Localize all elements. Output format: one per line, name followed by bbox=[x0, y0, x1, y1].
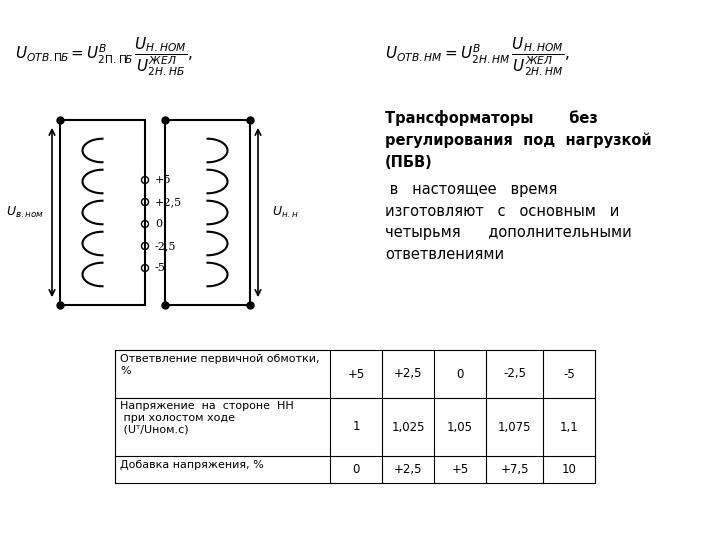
Text: $U_{OTB.НМ}=U^{B}_{2Н.НМ}\,\dfrac{U_{Н.НОМ}}{U^{ЖЕЛ}_{2Н.НМ}},$: $U_{OTB.НМ}=U^{B}_{2Н.НМ}\,\dfrac{U_{Н.Н… bbox=[385, 35, 570, 78]
Text: -2,5: -2,5 bbox=[503, 368, 526, 381]
Text: +2,5: +2,5 bbox=[155, 197, 182, 207]
Text: Добавка напряжения, %: Добавка напряжения, % bbox=[120, 460, 264, 470]
Text: $U_{в.ном}$: $U_{в.ном}$ bbox=[6, 205, 44, 220]
Text: +5: +5 bbox=[347, 368, 364, 381]
Text: +5: +5 bbox=[155, 175, 171, 185]
Text: 0: 0 bbox=[456, 368, 464, 381]
Text: 0: 0 bbox=[155, 219, 162, 229]
Text: 1,025: 1,025 bbox=[391, 421, 425, 434]
Text: 10: 10 bbox=[562, 463, 577, 476]
Text: -2,5: -2,5 bbox=[155, 241, 176, 251]
Text: +2,5: +2,5 bbox=[394, 463, 422, 476]
Text: $U_{н.н}$: $U_{н.н}$ bbox=[271, 205, 298, 220]
Text: -5: -5 bbox=[563, 368, 575, 381]
Text: 0: 0 bbox=[352, 463, 360, 476]
Text: в   настоящее   время
изготовляют   с   основным   и
четырьмя      дополнительны: в настоящее время изготовляют с основным… bbox=[385, 182, 631, 262]
Text: -5: -5 bbox=[155, 263, 166, 273]
Text: Ответвление первичной обмотки,
%: Ответвление первичной обмотки, % bbox=[120, 354, 320, 376]
Text: +2,5: +2,5 bbox=[394, 368, 422, 381]
Text: +5: +5 bbox=[451, 463, 469, 476]
Text: 1: 1 bbox=[352, 421, 360, 434]
Text: 1,075: 1,075 bbox=[498, 421, 531, 434]
Text: $U_{OTB.\Pi\!Б}=U^{B}_{2\Pi.\Pi\!Б}\,\dfrac{U_{Н.НОМ}}{U^{ЖЕЛ}_{2Н.НБ}},$: $U_{OTB.\Pi\!Б}=U^{B}_{2\Pi.\Pi\!Б}\,\df… bbox=[15, 35, 193, 78]
Text: Трансформаторы       без
регулирования  под  нагрузкой
(ПБВ): Трансформаторы без регулирования под наг… bbox=[385, 110, 652, 170]
Text: 1,1: 1,1 bbox=[559, 421, 578, 434]
Text: Напряжение  на  стороне  НН
 при холостом ходе
 (Uᵀ/Uном.с): Напряжение на стороне НН при холостом хо… bbox=[120, 401, 294, 434]
Text: 1,05: 1,05 bbox=[447, 421, 473, 434]
Text: +7,5: +7,5 bbox=[500, 463, 528, 476]
